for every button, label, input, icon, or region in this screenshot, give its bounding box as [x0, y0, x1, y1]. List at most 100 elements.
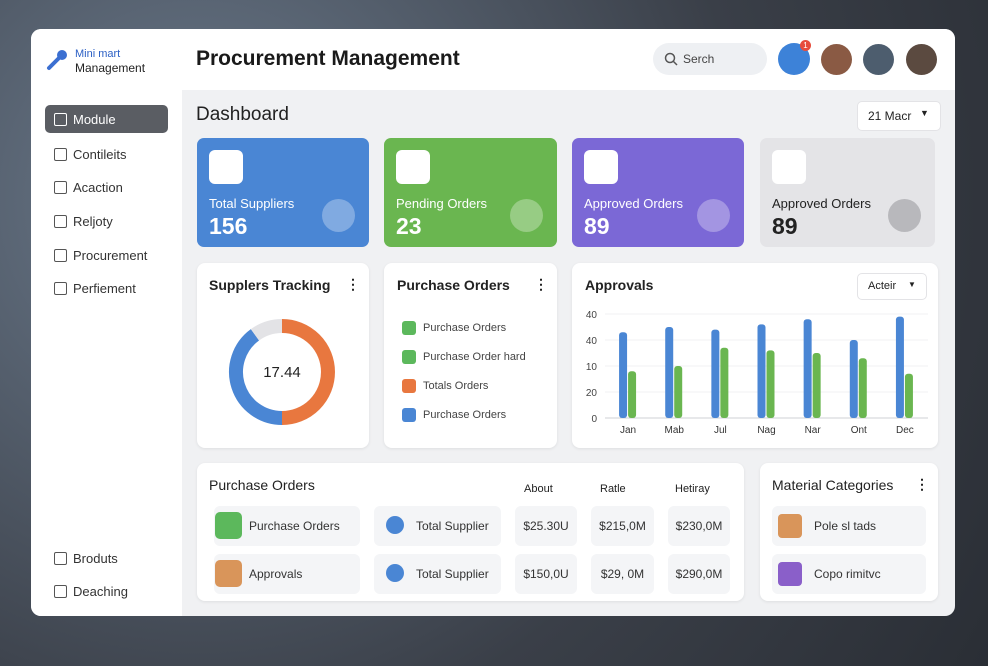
- card-title: Material Categories: [772, 477, 894, 493]
- bar: [858, 358, 867, 418]
- cell-text: $25.30U: [523, 519, 569, 533]
- x-tick-label: Mab: [664, 425, 684, 436]
- nav-item[interactable]: Acaction: [45, 173, 168, 201]
- notification-badge: 1: [800, 40, 811, 51]
- nav-item[interactable]: Reljoty: [45, 207, 168, 235]
- nav-label: Deaching: [73, 584, 128, 599]
- stat-action[interactable]: [510, 199, 543, 232]
- filter-label: Acteir: [868, 280, 897, 292]
- x-tick-label: Nar: [805, 425, 822, 436]
- table-cell: $230,0M: [668, 506, 730, 546]
- menu-dots[interactable]: ⋮: [534, 276, 548, 292]
- bar: [628, 371, 637, 418]
- bar: [757, 324, 766, 418]
- checkbox[interactable]: [402, 379, 416, 393]
- stat-value: 156: [209, 213, 248, 239]
- bar: [766, 350, 775, 418]
- card-title: Purchase Orders: [209, 477, 315, 493]
- checkbox[interactable]: [402, 350, 416, 364]
- stat-label: Pending Orders: [396, 196, 488, 211]
- material-label: Copo rimitvc: [814, 567, 881, 581]
- x-tick-label: Ont: [851, 425, 867, 436]
- card-title: Approvals: [585, 277, 654, 293]
- nav-item[interactable]: Deaching: [45, 577, 168, 605]
- nav-item[interactable]: Procurement: [45, 241, 168, 269]
- table-cell[interactable]: Total Supplier: [374, 506, 501, 546]
- stat-action[interactable]: [697, 199, 730, 232]
- nav-label: Acaction: [73, 180, 123, 195]
- checkbox[interactable]: [402, 408, 416, 422]
- bar: [665, 327, 674, 418]
- table-cell: $150,0U: [515, 554, 577, 594]
- donut-center-label: 17.44: [263, 364, 301, 381]
- y-tick-label: 40: [586, 310, 598, 321]
- stat-icon: [396, 150, 430, 184]
- nav-item[interactable]: Contileits: [45, 140, 168, 168]
- x-tick-label: Nag: [757, 425, 775, 436]
- material-item[interactable]: Pole sl tads: [772, 506, 926, 546]
- date-picker[interactable]: 21 Macr ▼: [857, 101, 941, 131]
- stat-card[interactable]: Pending Orders 23: [384, 138, 557, 247]
- filter-dropdown[interactable]: Acteir ▼: [857, 273, 927, 300]
- bar-chart: 40 40 10 20 0 Jan Mab Jul Nag Nar Ont Dec: [586, 310, 928, 436]
- brand-logo: [47, 50, 67, 70]
- bar: [619, 332, 628, 418]
- stat-label: Approved Orders: [772, 196, 871, 211]
- cell-text: $230,0M: [675, 519, 723, 533]
- avatar[interactable]: [821, 44, 852, 75]
- nav-item-active[interactable]: Module: [45, 105, 168, 133]
- stat-action[interactable]: [888, 199, 921, 232]
- stat-icon: [209, 150, 243, 184]
- avatar[interactable]: [863, 44, 894, 75]
- bar: [803, 319, 812, 418]
- table-cell[interactable]: Purchase Orders: [214, 506, 360, 546]
- cell-text: Approvals: [249, 567, 303, 581]
- brand-name: Mini mart: [75, 48, 121, 60]
- table-cell[interactable]: Approvals: [214, 554, 360, 594]
- stat-icon: [584, 150, 618, 184]
- stat-card[interactable]: Total Suppliers 156: [197, 138, 369, 247]
- checklist-item: Totals Orders: [423, 380, 489, 392]
- table-cell[interactable]: Total Supplier: [374, 554, 501, 594]
- search-placeholder: Serch: [683, 52, 715, 66]
- nav-label: Module: [73, 112, 116, 127]
- avatar[interactable]: [906, 44, 937, 75]
- nav-item[interactable]: Broduts: [45, 544, 168, 572]
- search-box[interactable]: Serch: [653, 43, 767, 75]
- menu-dots[interactable]: ⋮: [346, 276, 360, 292]
- stat-label: Approved Orders: [584, 196, 683, 211]
- bar: [711, 329, 720, 418]
- nav-label: Procurement: [73, 248, 148, 263]
- donut-segment: [229, 329, 283, 425]
- card-title: Supplers Tracking: [209, 277, 331, 293]
- donut-segment: [250, 319, 283, 341]
- column-header: About: [524, 483, 553, 495]
- checkbox[interactable]: [402, 321, 416, 335]
- y-tick-label: 20: [586, 388, 598, 399]
- stat-value: 89: [772, 213, 798, 239]
- bar: [812, 353, 821, 418]
- material-item[interactable]: Copo rimitvc: [772, 554, 926, 594]
- stat-card[interactable]: Approved Orders 89: [572, 138, 744, 247]
- nav-label: Perfiement: [73, 281, 136, 296]
- x-tick-label: Dec: [896, 425, 914, 436]
- stat-action[interactable]: [322, 199, 355, 232]
- stat-card[interactable]: Approved Orders 89: [760, 138, 935, 247]
- nav-item[interactable]: Perfiement: [45, 274, 168, 302]
- cell-text: $215,0M: [599, 519, 646, 533]
- material-label: Pole sl tads: [814, 519, 877, 533]
- menu-dots[interactable]: ⋮: [915, 476, 929, 492]
- stat-icon: [772, 150, 806, 184]
- checklist-item: Purchase Orders: [423, 322, 507, 334]
- table-cell: $215,0M: [591, 506, 654, 546]
- date-label: 21 Macr: [868, 109, 912, 123]
- row-icon: [386, 516, 404, 534]
- column-header: Hetiray: [675, 483, 710, 495]
- section-title: Dashboard: [196, 104, 289, 125]
- column-header: Ratle: [600, 483, 626, 495]
- stat-value: 89: [584, 213, 610, 239]
- nav-label: Reljoty: [73, 214, 113, 229]
- checklist-item: Purchase Orders: [423, 409, 507, 421]
- stat-label: Total Suppliers: [209, 196, 295, 211]
